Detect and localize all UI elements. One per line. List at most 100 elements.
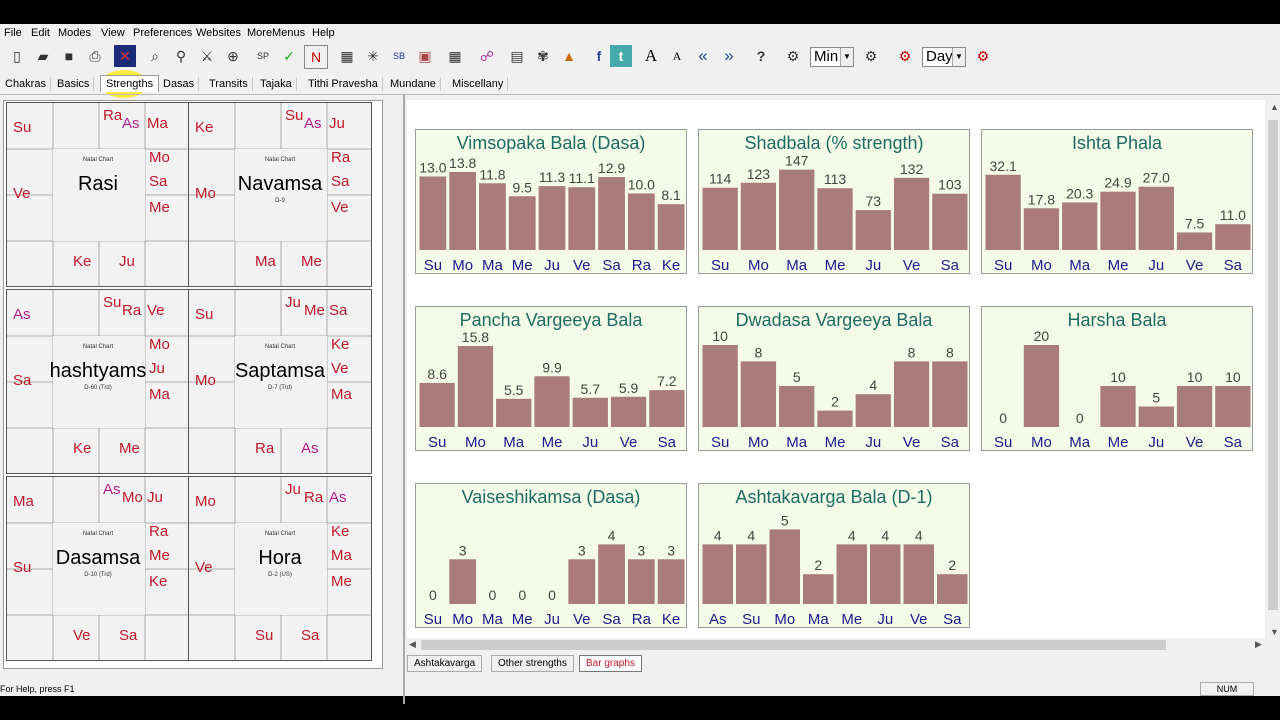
menu-help[interactable]: Help [312,27,335,39]
save-icon[interactable]: ■ [64,48,74,64]
fire-icon[interactable]: ▲ [562,48,576,64]
splitter[interactable] [403,94,405,704]
bar-graph-panel: Harsha Bala 0 Su 20 Mo 0 Ma 10 Me 5 Ju 10 Ve 10 Sa [981,306,1253,451]
square-chart-icon[interactable]: ▣ [418,47,432,64]
bar-value-label: 9.5 [512,179,532,195]
tab-basics[interactable]: Basics [53,77,95,91]
vertical-scroll-thumb[interactable] [1268,120,1278,610]
horizontal-scrollbar[interactable]: ◀ ▶ [407,638,1265,652]
vertical-scrollbar[interactable]: ▲ ▼ [1267,100,1280,640]
font-larger-icon[interactable]: A [644,46,658,65]
menu-moremenus[interactable]: MoreMenus [247,27,306,39]
scroll-right-icon[interactable]: ▶ [1255,639,1262,649]
divisional-chart-hashtyams[interactable]: Natal Chart hashtyams D-60 (Trd) Su Ra Ve Mo Ju… [6,289,190,474]
tab-tithi-pravesha[interactable]: Tithi Pravesha [304,77,383,91]
divisional-chart-navamsa[interactable]: Natal Chart Navamsa D-9 Su As Ju Ra Sa Ve Ke Mo Ma M… [188,102,372,287]
category-label: Mo [465,434,486,451]
bar-value-label: 4 [848,527,856,543]
back-icon[interactable]: « [698,46,708,65]
help-icon[interactable]: ? [756,48,766,64]
scroll-up-icon[interactable]: ▲ [1270,102,1279,112]
menu-view[interactable]: View [101,27,125,39]
print-icon[interactable]: ⎙ [89,47,101,64]
bar-mo [449,171,477,250]
search-planet-icon[interactable]: ⚲ [175,47,187,64]
data-search-icon[interactable]: ⌕ [151,47,159,64]
menu-edit[interactable]: Edit [31,27,50,39]
bar-value-label: 4 [747,527,755,543]
tab-mundane[interactable]: Mundane [386,77,441,91]
tab-transits[interactable]: Transits [205,77,253,91]
step-forward-min-icon[interactable]: ⚙ [864,47,878,64]
bottom-tab-bar-graphs[interactable]: Bar graphs [579,655,642,672]
planet-me: Me [119,440,140,457]
people-icon[interactable]: ☍ [479,47,495,64]
book-icon[interactable]: ▤ [510,47,524,64]
bar-ke [657,204,685,250]
tab-dasas[interactable]: Dasas [159,77,200,91]
bar-me [817,410,853,427]
forward-icon[interactable]: » [724,46,734,65]
twitter-icon[interactable]: t [610,45,632,67]
min-select[interactable]: Min ▼ [810,47,854,67]
planet-ve: Ve [73,627,91,644]
step-back-day-icon[interactable]: ⚙ [898,47,912,64]
planet-sa: Sa [119,627,138,644]
font-smaller-icon[interactable]: A [672,48,682,63]
tab-strengths[interactable]: Strengths [100,75,160,92]
category-label: Sa [658,434,677,451]
planet-ke: Ke [73,253,92,270]
bottom-tab-ashtakavarga[interactable]: Ashtakavarga [407,655,483,672]
bottom-tab-other-strengths[interactable]: Other strengths [491,655,574,672]
kp-icon[interactable]: ✓ [283,47,295,64]
horizontal-scroll-thumb[interactable] [421,640,1166,650]
category-label: Su [742,611,760,628]
scroll-down-icon[interactable]: ▼ [1270,627,1279,637]
bar-me [508,196,536,250]
chart-icon[interactable]: ✕ [114,45,136,67]
planet-sa: Sa [301,627,320,644]
dance-icon[interactable]: ✾ [537,47,549,64]
divisional-chart-rasi[interactable]: Natal Chart Rasi Ra As Ma Mo Sa Me Su Ve Ke Ju [6,102,190,287]
scroll-left-icon[interactable]: ◀ [409,639,416,649]
bar-value-label: 10 [1225,369,1241,385]
step-forward-day-icon[interactable]: ⚙ [976,47,990,64]
category-label: Ma [1069,257,1090,274]
menu-preferences[interactable]: Preferences [133,27,193,39]
chart-center [53,523,145,615]
sb-icon[interactable]: SB [392,51,405,61]
bar-value-label: 3 [459,542,467,558]
divisional-chart-dasamsa[interactable]: Natal Chart Dasamsa D-10 (Trd) As Mo Ju Ra Me Ke… [6,476,190,661]
table-icon[interactable]: ▦ [448,47,462,64]
day-select[interactable]: Day ▼ [922,47,966,67]
bar-me [534,376,570,427]
tab-tajaka[interactable]: Tajaka [256,77,297,91]
star-icon[interactable]: ✳ [367,47,379,64]
tab-chakras[interactable]: Chakras [1,77,51,91]
globe-icon[interactable]: ⊕ [227,47,239,64]
menu-websites[interactable]: Websites [196,27,242,39]
sp-kh-icon[interactable]: SP [256,51,269,61]
step-back-min-icon[interactable]: ⚙ [786,47,800,64]
compare-icon[interactable]: ⚔ [200,47,214,64]
n-icon[interactable]: N [304,45,328,69]
grid-icon[interactable]: ▦ [340,47,354,64]
bar-mo [740,182,777,250]
facebook-icon[interactable]: f [596,48,602,64]
divisional-chart-hora[interactable]: Natal Chart Hora D-2 (US) Ju Ra As Ke Ma Me Mo Ve S… [188,476,372,661]
bar-graph: 10 Su 8 Mo 5 Ma 2 Me 4 Ju 8 Ve 8 Sa [702,328,968,451]
menu-modes[interactable]: Modes [58,27,92,39]
new-file-icon[interactable]: ▯ [13,47,21,64]
menu-file[interactable]: File [4,27,22,39]
bar-graph: 8.6 Su 15.8 Mo 5.5 Ma 9.9 Me 5.7 Ju 5.9 Ve 7.2 Sa [419,329,685,451]
planet-mo: Mo [195,372,216,389]
menu-bar: File Edit Modes View Preferences Websites More… [0,24,1280,42]
open-folder-icon[interactable]: ▰ [37,47,49,64]
category-label: Ju [865,257,881,274]
category-label: Ke [662,611,680,628]
category-label: Ma [786,434,807,451]
bar-value-label: 10 [712,328,728,344]
bar-mo [1023,345,1060,427]
tab-miscellany[interactable]: Miscellany [448,77,509,91]
divisional-chart-saptamsa[interactable]: Natal Chart Saptamsa D-7 (Trd) Ju Me Sa Ke Ve Ma… [188,289,372,474]
